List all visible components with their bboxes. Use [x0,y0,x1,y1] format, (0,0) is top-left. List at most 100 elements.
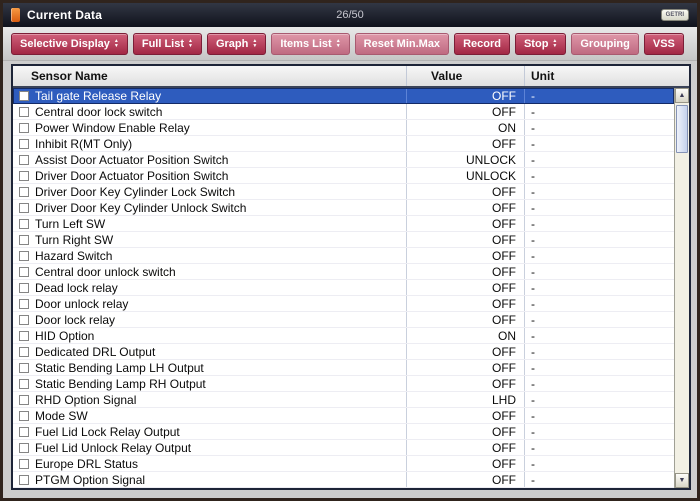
row-checkbox[interactable] [19,218,29,229]
column-header-sensor-name: Sensor Name [31,69,108,83]
row-checkbox[interactable] [19,458,29,469]
sensor-name-cell: Driver Door Key Cylinder Unlock Switch [13,200,406,215]
row-checkbox[interactable] [19,330,29,341]
sensor-name: Door unlock relay [35,296,129,311]
row-checkbox[interactable] [19,282,29,293]
sensor-name-cell: Inhibit R(MT Only) [13,136,406,151]
app-icon [11,8,20,22]
up-down-arrows-icon: ▲ ▼ [335,37,341,49]
sensor-name: PTGM Option Signal [35,472,146,487]
sensor-value: LHD [406,392,524,407]
scroll-down-button[interactable]: ▼ [675,473,689,488]
row-checkbox[interactable] [19,154,29,165]
sensor-name: Fuel Lid Lock Relay Output [35,424,180,439]
toolbar-button-full-list[interactable]: Full List ▲ ▼ [132,32,202,55]
table-header: Sensor Name Value Unit [13,66,689,88]
table-row[interactable]: Static Bending Lamp RH Output OFF - [13,376,674,392]
row-checkbox[interactable] [19,474,29,485]
row-checkbox[interactable] [19,346,29,357]
table-row[interactable]: Power Window Enable Relay ON - [13,120,674,136]
sensor-value: OFF [406,200,524,215]
sensor-value: OFF [406,264,524,279]
sensor-data-table: Sensor Name Value Unit Tail gate Release… [11,64,691,490]
table-row[interactable]: Inhibit R(MT Only) OFF - [13,136,674,152]
table-row[interactable]: Driver Door Actuator Position Switch UNLO… [13,168,674,184]
row-checkbox[interactable] [19,170,29,181]
row-checkbox[interactable] [19,298,29,309]
table-row[interactable]: Hazard Switch OFF - [13,248,674,264]
table-row[interactable]: Turn Left SW OFF - [13,216,674,232]
vertical-scrollbar[interactable]: ▲ ▼ [674,88,689,488]
sensor-unit: - [524,376,674,391]
toolbar-button-label: VSS [652,37,675,50]
table-row[interactable]: Dead lock relay OFF - [13,280,674,296]
sensor-unit: - [524,152,674,167]
table-row[interactable]: Assist Door Actuator Position Switch UNLO… [13,152,674,168]
row-checkbox[interactable] [19,186,29,197]
toolbar-button-record[interactable]: Record [454,32,510,55]
table-row[interactable]: Dedicated DRL Output OFF - [13,344,674,360]
sensor-unit: - [524,312,674,327]
toolbar-button-graph[interactable]: Graph ▲ ▼ [206,32,267,55]
up-down-arrows-icon: ▲ ▼ [552,37,558,49]
table-row[interactable]: Central door lock switch OFF - [13,104,674,120]
sensor-name: Fuel Lid Unlock Relay Output [35,440,192,455]
table-row[interactable]: Driver Door Key Cylinder Lock Switch OFF - [13,184,674,200]
toolbar-button-label: Record [463,37,501,50]
row-checkbox[interactable] [19,138,29,149]
row-checkbox[interactable] [19,90,29,101]
sensor-unit: - [524,424,674,439]
scroll-up-button[interactable]: ▲ [675,88,689,103]
toolbar-button-grouping[interactable]: Grouping [571,32,639,55]
sensor-value: OFF [406,312,524,327]
toolbar-button-vss[interactable]: VSS [643,32,684,55]
table-row[interactable]: Door lock relay OFF - [13,312,674,328]
row-checkbox[interactable] [19,378,29,389]
row-checkbox[interactable] [19,250,29,261]
table-row[interactable]: Central door unlock switch OFF - [13,264,674,280]
sensor-name-cell: Static Bending Lamp LH Output [13,360,406,375]
table-row[interactable]: PTGM Option Signal OFF - [13,472,674,488]
sensor-value: OFF [406,376,524,391]
row-checkbox[interactable] [19,410,29,421]
table-row[interactable]: Fuel Lid Lock Relay Output OFF - [13,424,674,440]
sensor-value: UNLOCK [406,152,524,167]
table-row[interactable]: RHD Option Signal LHD - [13,392,674,408]
table-row[interactable]: Tail gate Release Relay OFF - [13,88,674,104]
toolbar-button-stop[interactable]: Stop ▲ ▼ [514,32,567,55]
table-row[interactable]: Door unlock relay OFF - [13,296,674,312]
row-checkbox[interactable] [19,394,29,405]
toolbar-button-reset-min-max[interactable]: Reset Min.Max [354,32,450,55]
sensor-value: OFF [406,232,524,247]
table-row[interactable]: Mode SW OFF - [13,408,674,424]
sensor-unit: - [524,328,674,343]
row-checkbox[interactable] [19,442,29,453]
table-row[interactable]: HID Option ON - [13,328,674,344]
sensor-unit: - [524,136,674,151]
sensor-unit: - [524,104,674,119]
toolbar-button-items-list[interactable]: Items List ▲ ▼ [271,32,350,55]
sensor-value: OFF [406,216,524,231]
table-row[interactable]: Fuel Lid Unlock Relay Output OFF - [13,440,674,456]
row-checkbox[interactable] [19,234,29,245]
sensor-unit: - [524,200,674,215]
table-row[interactable]: Europe DRL Status OFF - [13,456,674,472]
row-checkbox[interactable] [19,314,29,325]
row-checkbox[interactable] [19,106,29,117]
row-checkbox[interactable] [19,202,29,213]
row-checkbox[interactable] [19,122,29,133]
window-title: Current Data [27,8,103,22]
table-row[interactable]: Static Bending Lamp LH Output OFF - [13,360,674,376]
toolbar-button-label: Items List [280,37,332,50]
toolbar-button-selective-display[interactable]: Selective Display ▲ ▼ [11,32,128,55]
scrollbar-track[interactable] [675,103,689,473]
table-row[interactable]: Turn Right SW OFF - [13,232,674,248]
sensor-name: Central door lock switch [35,104,163,119]
scrollbar-thumb[interactable] [676,105,688,153]
row-checkbox[interactable] [19,426,29,437]
table-row[interactable]: Driver Door Key Cylinder Unlock Switch OF… [13,200,674,216]
sensor-name: HID Option [35,328,95,343]
sensor-name-cell: Driver Door Actuator Position Switch [13,168,406,183]
row-checkbox[interactable] [19,362,29,373]
row-checkbox[interactable] [19,266,29,277]
